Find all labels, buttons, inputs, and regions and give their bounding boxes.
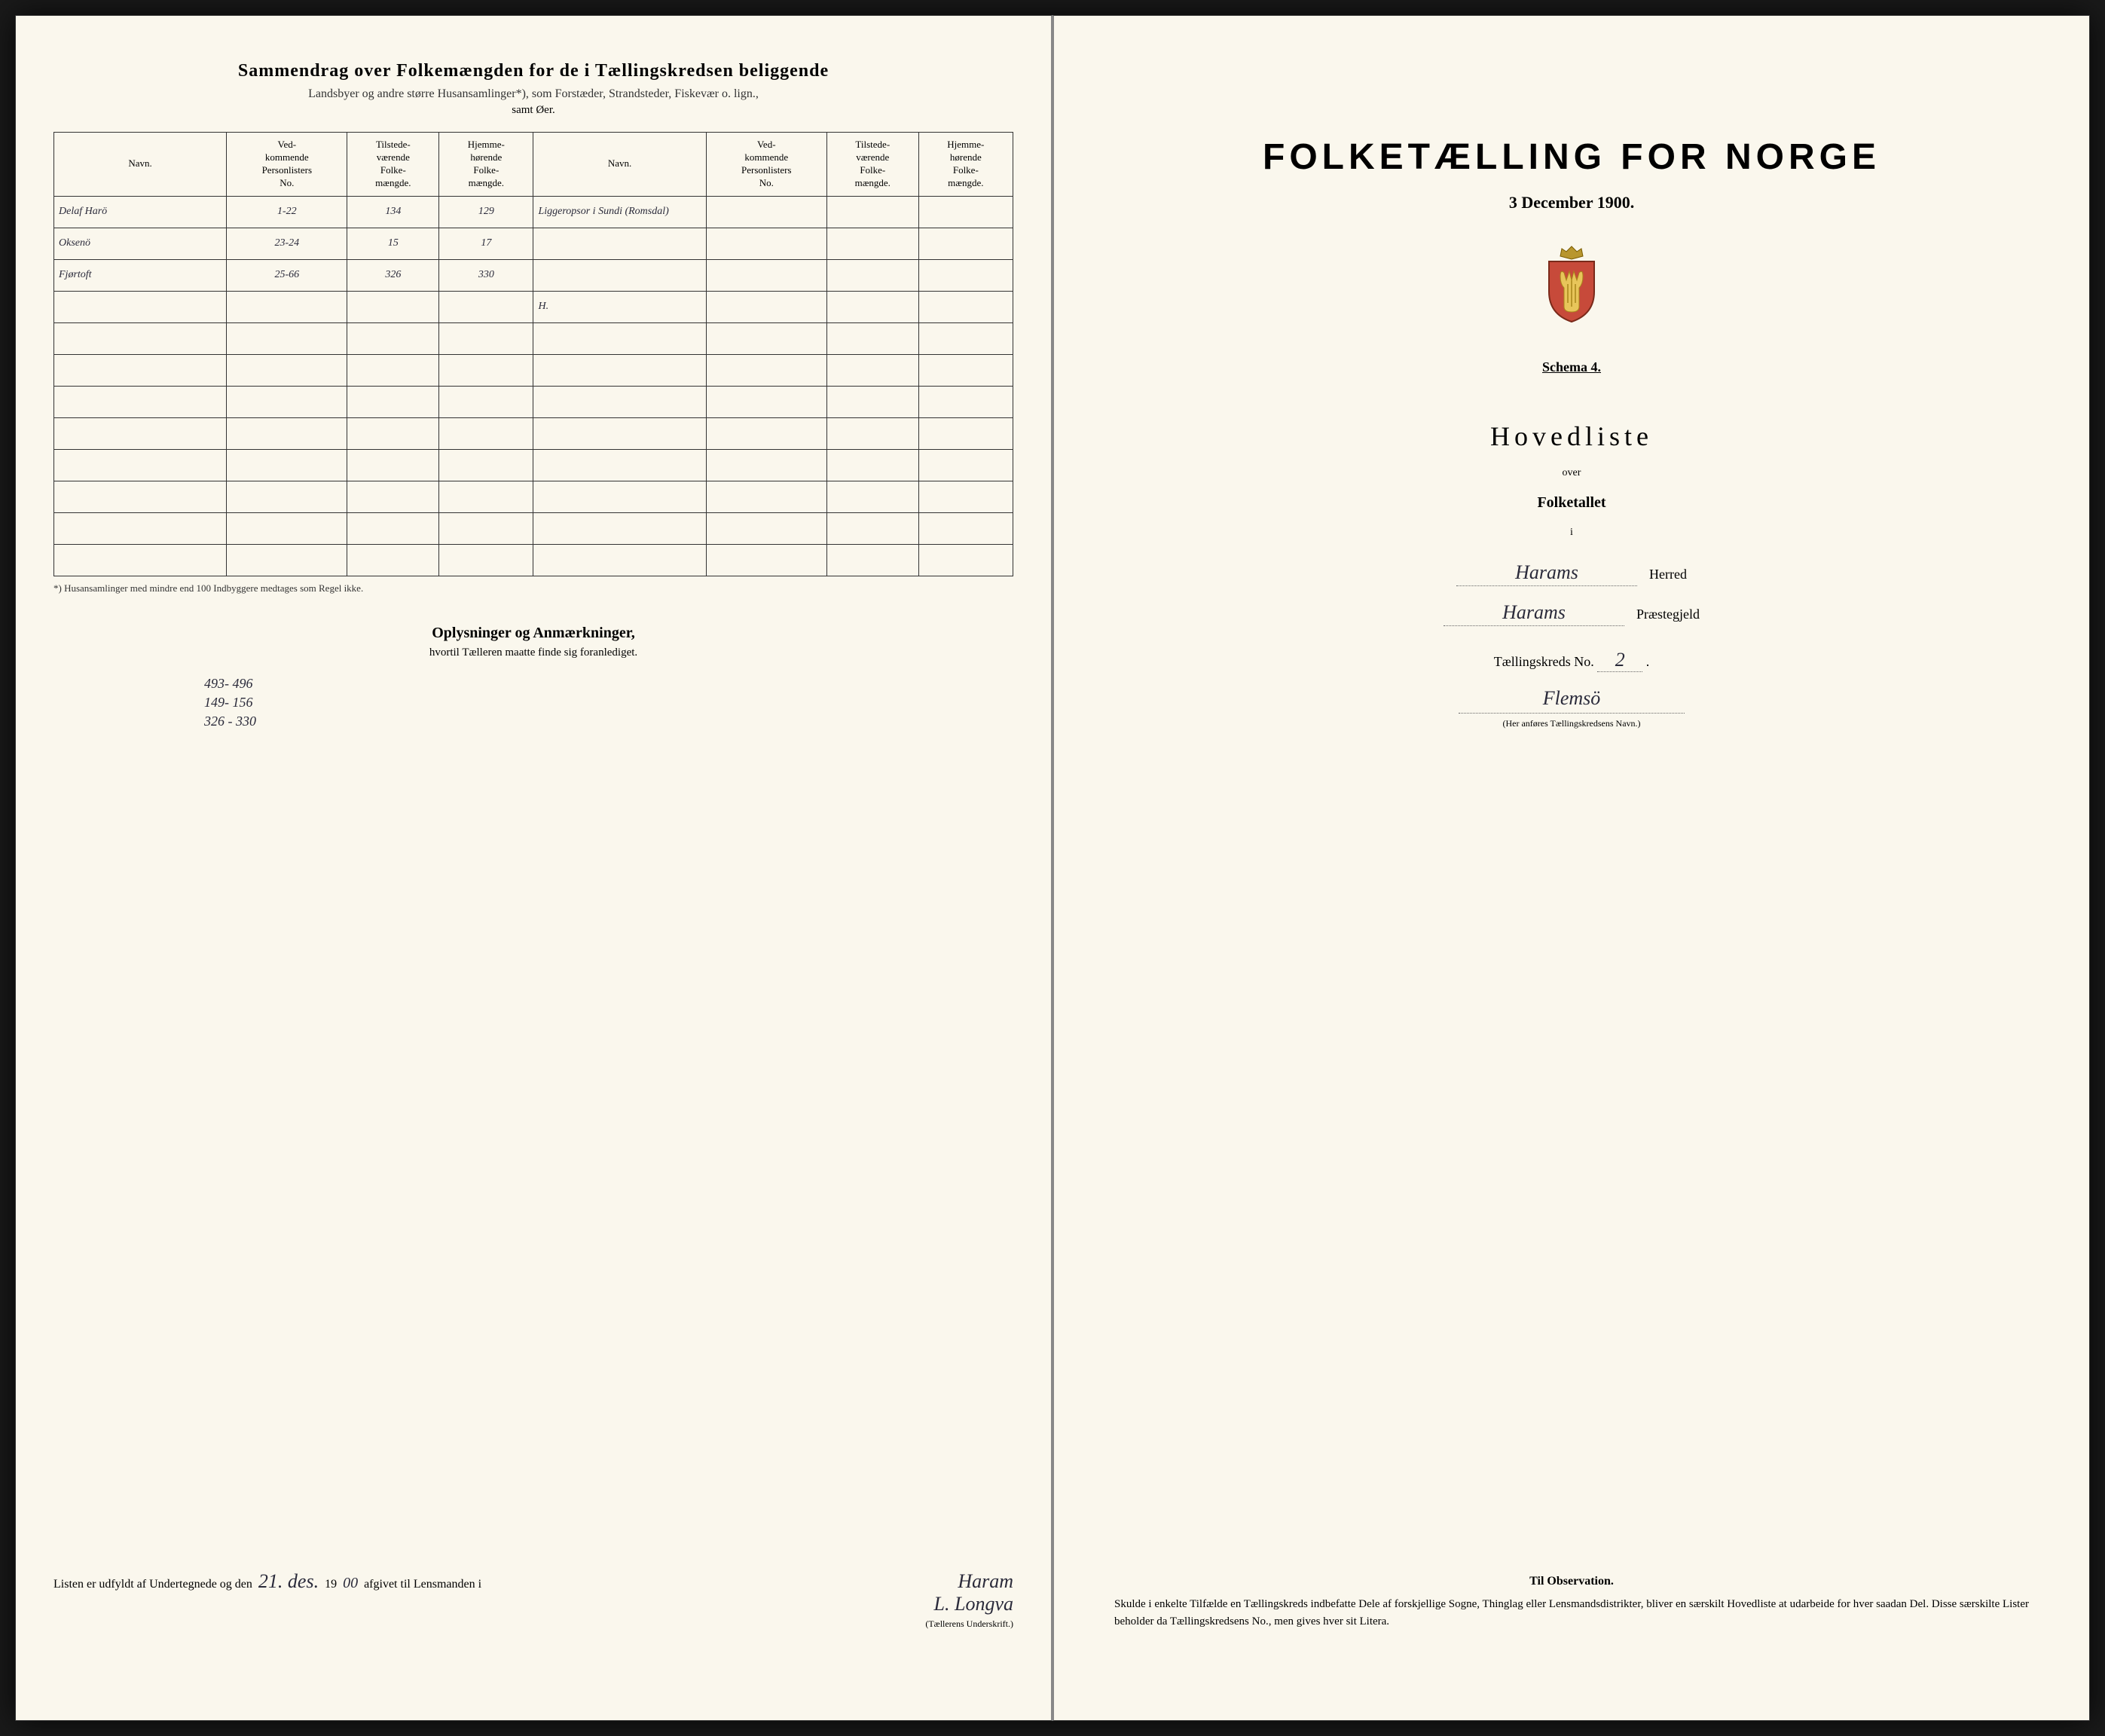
table-row bbox=[54, 322, 1013, 354]
tk-name-line: Flemsö bbox=[1092, 687, 2052, 714]
i-label: i bbox=[1092, 527, 2052, 539]
table-row bbox=[54, 481, 1013, 512]
cell-no: 1-22 bbox=[227, 196, 347, 228]
cell-tilstede: 326 bbox=[347, 259, 439, 291]
table-row bbox=[54, 512, 1013, 544]
sig-date: 21. des. bbox=[258, 1570, 319, 1593]
cell-no2 bbox=[706, 228, 826, 259]
cell-no2 bbox=[706, 196, 826, 228]
left-title: Sammendrag over Folkemængden for de i Tæ… bbox=[53, 61, 1013, 81]
cell-navn2 bbox=[533, 259, 706, 291]
col-tilstede2: Tilstede- værende Folke- mængde. bbox=[826, 133, 918, 197]
cell-no2 bbox=[706, 259, 826, 291]
cell-navn: Fjørtoft bbox=[54, 259, 227, 291]
cell-hjemme2 bbox=[918, 291, 1013, 322]
table-row bbox=[54, 354, 1013, 386]
herred-label: Herred bbox=[1649, 567, 1687, 582]
tk-caption: (Her anføres Tællingskredsens Navn.) bbox=[1092, 718, 2052, 729]
cell-hjemme2 bbox=[918, 228, 1013, 259]
col-vedk2: Ved- kommende Personlisters No. bbox=[706, 133, 826, 197]
cell-tilstede2 bbox=[826, 259, 918, 291]
sig-place: Haram bbox=[958, 1570, 1013, 1592]
signature-block: Listen er udfyldt af Undertegnede og den… bbox=[53, 1570, 1013, 1630]
oplysninger-title: Oplysninger og Anmærkninger, bbox=[53, 625, 1013, 642]
schema-label: Schema 4. bbox=[1092, 359, 2052, 375]
table-row: Fjørtoft 25-66 326 330 bbox=[54, 259, 1013, 291]
cell-hjemme: 330 bbox=[439, 259, 533, 291]
table-row: H. bbox=[54, 291, 1013, 322]
cell-tilstede2 bbox=[826, 196, 918, 228]
tk-line: Tællingskreds No. 2 . bbox=[1092, 649, 2052, 672]
obs-title: Til Observation. bbox=[1114, 1575, 2029, 1588]
obs-text: Skulde i enkelte Tilfælde en Tællingskre… bbox=[1114, 1596, 2029, 1630]
book-spread: Sammendrag over Folkemængden for de i Tæ… bbox=[15, 15, 2090, 1721]
note-line: 149- 156 bbox=[204, 693, 1013, 712]
right-date: 3 December 1900. bbox=[1092, 193, 2052, 212]
col-navn2: Navn. bbox=[533, 133, 706, 197]
footnote: *) Husansamlinger med mindre end 100 Ind… bbox=[53, 582, 1013, 594]
handwritten-notes: 493- 496 149- 156 326 - 330 bbox=[204, 674, 1013, 732]
tk-name-value: Flemsö bbox=[1459, 687, 1685, 714]
cell-tilstede2 bbox=[826, 228, 918, 259]
right-title: FOLKETÆLLING FOR NORGE bbox=[1092, 136, 2052, 178]
table-row: Delaf Harö 1-22 134 129 Liggeropsor i Su… bbox=[54, 196, 1013, 228]
cell-no: 23-24 bbox=[227, 228, 347, 259]
cell-hjemme: 129 bbox=[439, 196, 533, 228]
cell-tilstede: 134 bbox=[347, 196, 439, 228]
table-row bbox=[54, 544, 1013, 576]
sig-name: L. Longva bbox=[934, 1593, 1013, 1615]
cell-navn2 bbox=[533, 228, 706, 259]
left-page: Sammendrag over Folkemængden for de i Tæ… bbox=[15, 15, 1052, 1721]
hovedliste-heading: Hovedliste bbox=[1092, 420, 2052, 452]
praestegjeld-value: Harams bbox=[1444, 601, 1624, 626]
table-row bbox=[54, 417, 1013, 449]
cell-navn2: Liggeropsor i Sundi (Romsdal) bbox=[533, 196, 706, 228]
over-label: over bbox=[1092, 467, 2052, 479]
sig-text-2: afgivet til Lensmanden i bbox=[364, 1578, 481, 1591]
cell-tilstede bbox=[347, 291, 439, 322]
col-navn: Navn. bbox=[54, 133, 227, 197]
col-hjemme2: Hjemme- hørende Folke- mængde. bbox=[918, 133, 1013, 197]
sig-year-prefix: 19 bbox=[325, 1578, 337, 1591]
praestegjeld-line: Harams Præstegjeld bbox=[1092, 601, 2052, 626]
herred-line: Harams Herred bbox=[1092, 561, 2052, 586]
tk-no: 2 bbox=[1597, 649, 1642, 672]
cell-no: 25-66 bbox=[227, 259, 347, 291]
praestegjeld-label: Præstegjeld bbox=[1636, 607, 1700, 622]
col-vedk: Ved- kommende Personlisters No. bbox=[227, 133, 347, 197]
col-hjemme: Hjemme- hørende Folke- mængde. bbox=[439, 133, 533, 197]
tk-label: Tællingskreds No. bbox=[1494, 654, 1594, 669]
table-row: Oksenö 23-24 15 17 bbox=[54, 228, 1013, 259]
cell-hjemme2 bbox=[918, 196, 1013, 228]
col-tilstede: Tilstede- værende Folke- mængde. bbox=[347, 133, 439, 197]
coat-of-arms-icon bbox=[1092, 243, 2052, 329]
table-row bbox=[54, 386, 1013, 417]
table-header-row: Navn. Ved- kommende Personlisters No. Ti… bbox=[54, 133, 1013, 197]
cell-no2 bbox=[706, 291, 826, 322]
cell-navn: Delaf Harö bbox=[54, 196, 227, 228]
left-subtitle2: samt Øer. bbox=[53, 104, 1013, 117]
cell-navn: Oksenö bbox=[54, 228, 227, 259]
cell-tilstede2 bbox=[826, 291, 918, 322]
left-subtitle: Landsbyer og andre større Husansamlinger… bbox=[53, 87, 1013, 101]
cell-hjemme bbox=[439, 291, 533, 322]
census-table: Navn. Ved- kommende Personlisters No. Ti… bbox=[53, 132, 1013, 576]
sig-year-hand: 00 bbox=[343, 1575, 358, 1592]
sig-text-1: Listen er udfyldt af Undertegnede og den bbox=[53, 1578, 252, 1591]
sig-caption: (Tællerens Underskrift.) bbox=[925, 1618, 1013, 1630]
herred-value: Harams bbox=[1456, 561, 1637, 586]
table-row bbox=[54, 449, 1013, 481]
cell-navn2: H. bbox=[533, 291, 706, 322]
cell-navn bbox=[54, 291, 227, 322]
cell-no bbox=[227, 291, 347, 322]
cell-tilstede: 15 bbox=[347, 228, 439, 259]
cell-hjemme2 bbox=[918, 259, 1013, 291]
oplysninger-sub: hvortil Tælleren maatte finde sig foranl… bbox=[53, 646, 1013, 659]
note-line: 493- 496 bbox=[204, 674, 1013, 693]
right-page: FOLKETÆLLING FOR NORGE 3 December 1900. … bbox=[1052, 15, 2090, 1721]
cell-hjemme: 17 bbox=[439, 228, 533, 259]
observation-block: Til Observation. Skulde i enkelte Tilfæl… bbox=[1114, 1575, 2029, 1630]
note-line: 326 - 330 bbox=[204, 712, 1013, 731]
folketallet-label: Folketallet bbox=[1092, 494, 2052, 512]
